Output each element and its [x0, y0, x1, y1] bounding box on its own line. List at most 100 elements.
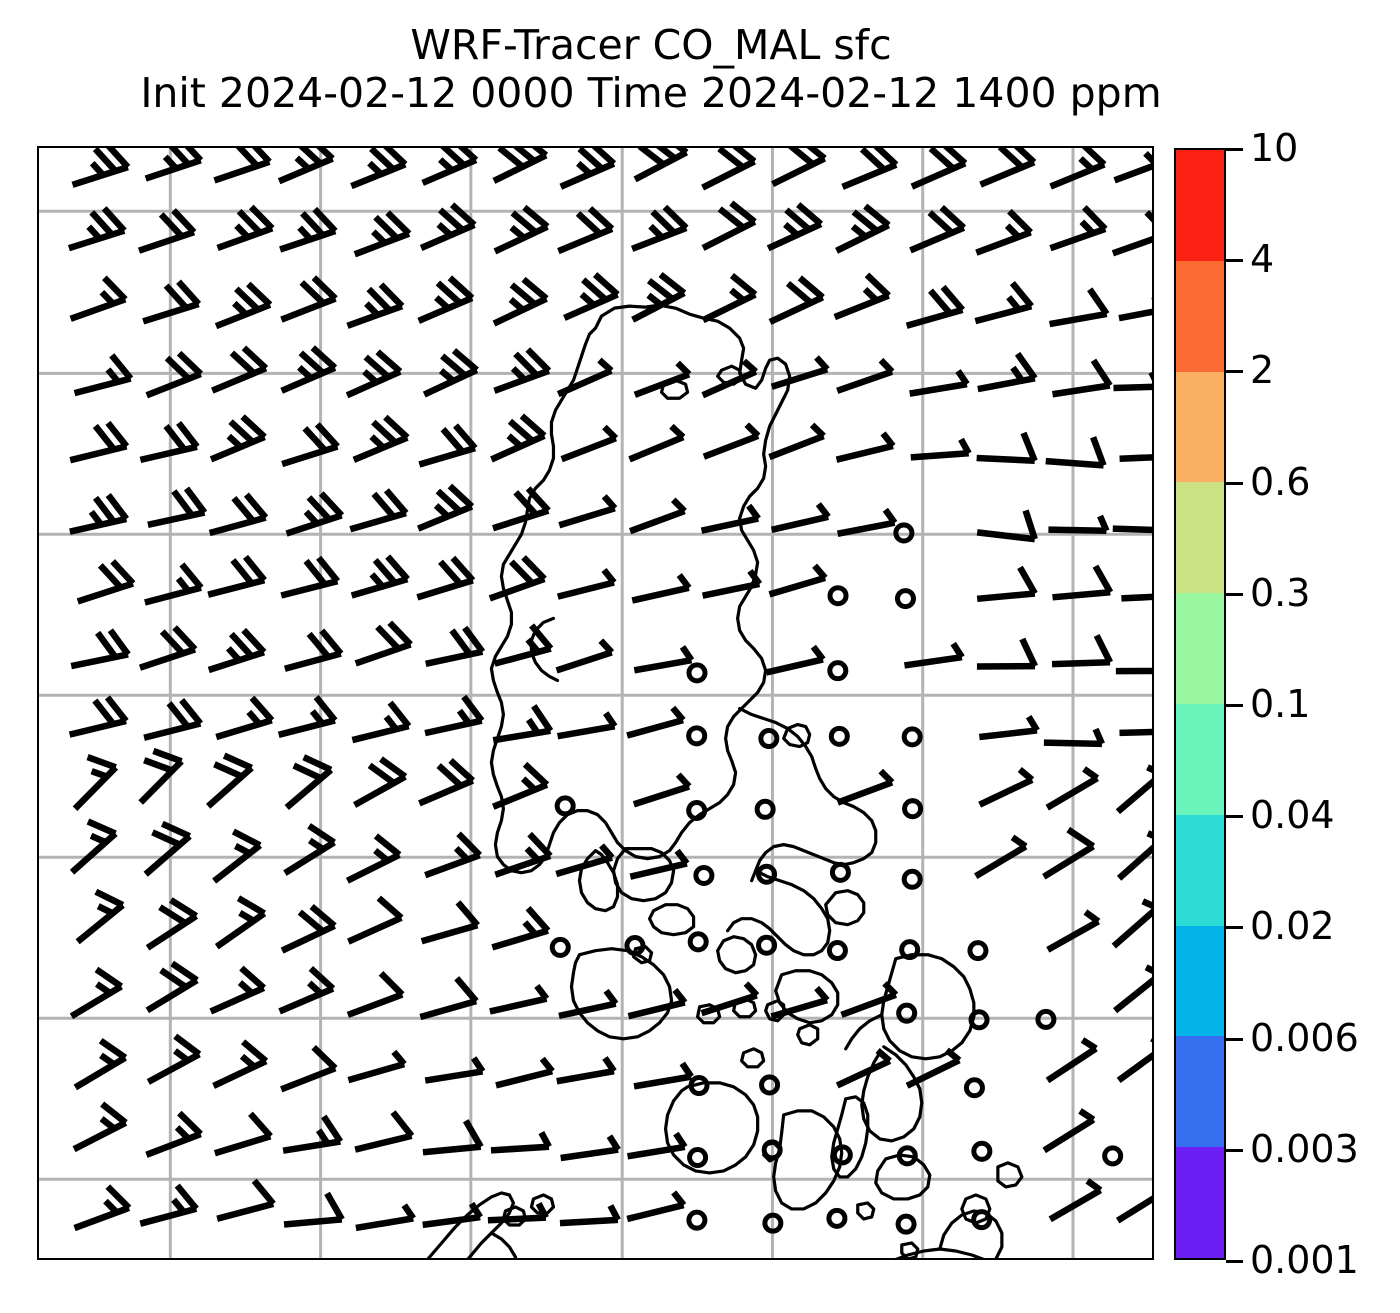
wind-barb-segment: [538, 1131, 552, 1149]
wind-barb-segment: [69, 831, 118, 875]
wind-barb-segment: [72, 765, 119, 811]
colorbar-tick: [1226, 592, 1243, 596]
wind-barb-segment: [371, 229, 387, 246]
wind-barb-segment: [302, 754, 333, 773]
wind-barb-segment: [796, 202, 824, 227]
wind-barb-segment: [235, 148, 260, 169]
colorbar-tick: [1226, 1260, 1243, 1263]
wind-barb-segment: [354, 641, 412, 667]
wind-barb-segment: [1048, 526, 1107, 534]
wind-barb-segment: [1079, 219, 1096, 236]
wind-barb-segment: [176, 420, 200, 449]
wind-barb-segment: [525, 347, 552, 374]
wind-barb-segment: [768, 433, 825, 461]
wind-barb-segment: [312, 206, 338, 234]
wind-barb-segment: [308, 966, 336, 992]
wind-barb-segment: [99, 289, 116, 307]
wind-barb-segment: [214, 910, 267, 950]
colorbar-tick-label: 10: [1250, 126, 1299, 170]
wind-barb-segment: [283, 650, 342, 672]
wind-barb-segment: [97, 563, 124, 590]
wind-barb-segment: [809, 422, 826, 439]
wind-barb-segment: [246, 709, 262, 727]
wind-barb-segment: [591, 148, 617, 167]
wind-barb-segment: [1042, 843, 1095, 880]
calm-wind-marker: [759, 1074, 781, 1096]
wind-barb-segment: [560, 435, 617, 463]
wind-barb-segment: [513, 351, 539, 378]
calm-wind-marker: [624, 935, 646, 957]
coastline-path: [740, 1047, 766, 1069]
wind-barb-segment: [89, 161, 106, 178]
wind-barb-segment: [137, 229, 196, 254]
wind-barb-segment: [1097, 514, 1110, 533]
wind-barb-segment: [491, 927, 549, 951]
wind-barb-segment: [631, 584, 690, 604]
wind-barb-segment: [875, 1048, 892, 1064]
wind-barb-segment: [306, 631, 331, 660]
wind-barb-segment: [175, 576, 191, 594]
wind-barb-segment: [142, 300, 200, 325]
wind-barb-segment: [1144, 964, 1152, 974]
wind-barb-segment: [105, 420, 130, 449]
wind-barb-segment: [729, 272, 758, 298]
wind-barb-segment: [372, 558, 398, 586]
wind-barb-segment: [139, 1205, 198, 1227]
wind-barb-segment: [488, 575, 546, 602]
wind-barb-segment: [436, 763, 463, 789]
wind-barb-segment: [508, 559, 535, 586]
wind-barb-segment: [859, 148, 887, 172]
wind-barb-segment: [975, 229, 1032, 256]
wind-barb-segment: [309, 709, 325, 726]
calm-wind-marker: [971, 1140, 993, 1162]
wind-barb-segment: [525, 486, 551, 513]
wind-barb-segment: [143, 833, 192, 877]
wind-barb-segment: [1046, 918, 1100, 953]
wind-barb-segment: [509, 224, 526, 241]
coastline-path: [844, 1013, 884, 1051]
wind-barb-segment: [909, 224, 966, 254]
colorbar-tick: [1226, 1037, 1243, 1041]
wind-barb-segment: [1092, 564, 1114, 594]
wind-barb-segment: [836, 779, 894, 806]
wind-barb-segment: [592, 272, 620, 297]
wind-barb-segment: [833, 292, 890, 321]
wind-barb-segment: [237, 980, 255, 996]
wind-barb-segment: [650, 209, 677, 236]
calm-wind-marker: [899, 939, 921, 961]
wind-barb-segment: [575, 211, 603, 237]
wind-barb-segment: [240, 1039, 269, 1064]
wind-barb-segment: [241, 627, 267, 655]
wind-barb-segment: [309, 903, 337, 929]
wind-barb-segment: [939, 205, 967, 231]
wind-barb-segment: [539, 1056, 555, 1074]
wind-barb-segment: [68, 717, 127, 738]
wind-barb-segment: [440, 427, 466, 454]
wind-barb-segment: [494, 852, 552, 878]
wind-barb-segment: [928, 288, 953, 316]
wind-barb-segment: [367, 160, 384, 177]
wind-barb-segment: [105, 367, 121, 384]
wind-barb-segment: [252, 148, 272, 165]
wind-barb-segment: [239, 1053, 257, 1070]
wind-barb-segment: [910, 450, 969, 461]
wind-barb-segment: [378, 282, 405, 309]
wind-barb-segment: [1052, 382, 1111, 398]
wind-barb-segment: [215, 717, 273, 741]
wind-barb-segment: [1007, 208, 1033, 235]
wind-barb-segment: [236, 895, 266, 917]
wind-barb-segment: [450, 555, 476, 583]
wind-barb-segment: [367, 762, 396, 786]
wind-barb-segment: [527, 831, 553, 859]
wind-barb-segment: [806, 148, 827, 161]
wind-barb-segment: [525, 637, 541, 655]
calm-wind-marker: [687, 931, 709, 953]
wind-barb-segment: [159, 629, 186, 656]
wind-barb-segment: [168, 148, 191, 167]
wind-barb-segment: [315, 1128, 331, 1146]
colorbar-tick-label: 0.02: [1250, 904, 1335, 949]
wind-barb-segment: [976, 454, 1035, 465]
wind-barb-segment: [145, 370, 202, 399]
wind-barb-segment: [435, 280, 463, 306]
colorbar-band: [1176, 703, 1224, 815]
